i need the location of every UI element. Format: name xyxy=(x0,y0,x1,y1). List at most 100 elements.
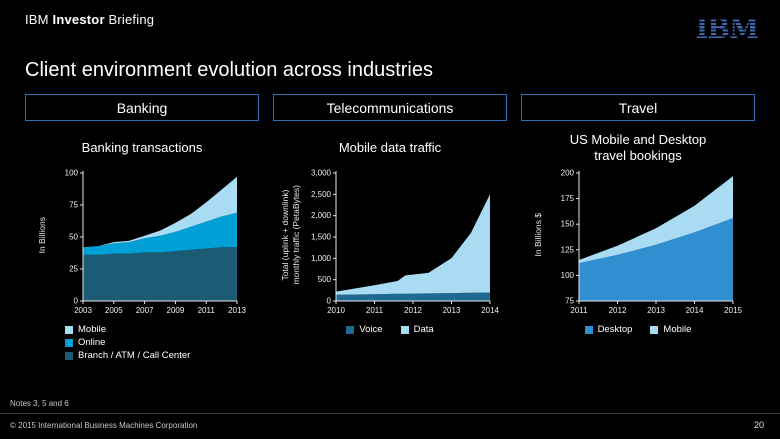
x-tick-label: 2013 xyxy=(228,306,246,315)
area-series-voice xyxy=(336,292,491,301)
mobile-data-chart-legend: Voice Data xyxy=(273,324,507,335)
area-series-mobile xyxy=(82,176,237,248)
charts-row: Banking transactions In Billions 0 25 50 75… xyxy=(0,121,780,361)
banking-chart-legend: Mobile Online Branch / ATM / Call Center xyxy=(25,324,259,361)
briefing-title-bold: Investor xyxy=(52,12,105,27)
y-tick-label: 500 xyxy=(318,275,332,284)
travel-chart-plot: 75 100 125 150 175 200 2011 2012 2013 2014 2015 xyxy=(545,167,743,317)
industry-box-telecommunications: Telecommunications xyxy=(273,94,507,121)
y-tick-label: 75 xyxy=(69,201,78,210)
banking-chart: In Billions 0 25 50 75 100 2003 2005 2007 2009 20… xyxy=(37,167,246,317)
industry-box-banking: Banking xyxy=(25,94,259,121)
footnotes: Notes 3, 5 and 6 xyxy=(10,399,69,408)
area-series-online xyxy=(82,212,237,255)
industry-box-travel: Travel xyxy=(521,94,755,121)
y-tick-label: 2,500 xyxy=(311,190,332,199)
x-tick-label: 2014 xyxy=(481,306,499,315)
mobile-data-chart-plot: 0 500 1,000 1,500 2,000 2,500 3,000 2010 2011 201… xyxy=(302,167,500,317)
travel-chart-column: US Mobile and Desktop travel bookings In… xyxy=(521,129,755,361)
x-tick-label: 2011 xyxy=(197,306,215,315)
legend-label: Mobile xyxy=(78,324,106,335)
x-tick-label: 2009 xyxy=(166,306,184,315)
mobile-data-traffic-svg: 0 500 1,000 1,500 2,000 2,500 3,000 2010 2011 201… xyxy=(311,169,499,316)
page-number: 20 xyxy=(753,420,764,430)
legend-label: Desktop xyxy=(597,324,633,335)
chart-title-banking: Banking transactions xyxy=(81,139,203,155)
banking-transactions-svg: 0 25 50 75 100 2003 2005 2007 2009 2011 2013 xyxy=(64,169,246,316)
y-tick-label: 1,500 xyxy=(311,233,332,242)
x-tick-label: 2011 xyxy=(366,306,384,315)
x-tick-label: 2014 xyxy=(685,306,703,315)
travel-chart-legend: Desktop Mobile xyxy=(521,324,755,335)
legend-label: Online xyxy=(78,337,106,348)
x-tick-label: 2012 xyxy=(608,306,626,315)
banking-chart-plot: 0 25 50 75 100 2003 2005 2007 2009 2011 2013 xyxy=(49,167,247,317)
x-tick-label: 2003 xyxy=(74,306,92,315)
legend-swatch xyxy=(650,325,659,334)
y-tick-label: 125 xyxy=(560,245,574,254)
y-tick-label: 1,000 xyxy=(311,254,332,263)
x-tick-label: 2011 xyxy=(570,306,588,315)
legend-swatch xyxy=(65,351,73,360)
y-tick-label: 175 xyxy=(560,194,574,203)
legend-item-data: Data xyxy=(400,324,434,335)
mobile-data-y-axis-label: Total (uplink + downlink) monthly traffi… xyxy=(279,185,301,285)
y-tick-label: 25 xyxy=(69,265,78,274)
industry-label: Travel xyxy=(618,99,658,116)
x-tick-label: 2013 xyxy=(647,306,665,315)
ibm-logo: IBM xyxy=(695,14,759,45)
page-title: Client environment evolution across indu… xyxy=(25,59,433,81)
legend-item-desktop: Desktop xyxy=(584,324,633,335)
x-tick-label: 2013 xyxy=(443,306,461,315)
x-tick-label: 2007 xyxy=(135,306,153,315)
legend-swatch xyxy=(346,325,355,334)
area-series-mobile xyxy=(578,176,733,264)
chart-title-travel-bookings: US Mobile and Desktop travel bookings xyxy=(569,131,707,163)
industry-label: Banking xyxy=(116,99,168,116)
travel-y-axis-label: In Billions $ xyxy=(533,213,544,257)
legend-swatch xyxy=(65,338,73,347)
copyright-text: © 2015 International Business Machines C… xyxy=(10,421,198,430)
legend-swatch xyxy=(584,325,593,334)
footer-divider xyxy=(0,413,780,414)
travel-bookings-chart: In Billions $ 75 100 125 150 175 200 2011 2012 2… xyxy=(533,167,742,317)
y-tick-label: 100 xyxy=(64,169,78,178)
y-tick-label: 0 xyxy=(327,297,332,306)
legend-item-mobile: Mobile xyxy=(650,324,691,335)
area-series-branch-atm-call-center xyxy=(82,247,237,301)
industry-header-row: Banking Telecommunications Travel xyxy=(0,94,780,121)
x-tick-label: 2012 xyxy=(404,306,422,315)
banking-chart-column: Banking transactions In Billions 0 25 50 75… xyxy=(25,129,259,361)
area-series-desktop xyxy=(578,218,733,301)
legend-label: Branch / ATM / Call Center xyxy=(78,350,191,361)
legend-item-mobile: Mobile xyxy=(65,324,106,335)
chart-title-mobile-data: Mobile data traffic xyxy=(338,139,442,155)
telecom-chart-column: Mobile data traffic Total (uplink + down… xyxy=(273,129,507,361)
y-tick-label: 100 xyxy=(560,271,574,280)
y-tick-label: 200 xyxy=(560,169,574,178)
area-series-data xyxy=(336,194,491,295)
legend-label: Mobile xyxy=(663,324,692,335)
y-tick-label: 75 xyxy=(565,297,574,306)
legend-item-branch-atm-call-center: Branch / ATM / Call Center xyxy=(65,350,190,361)
y-tick-label: 150 xyxy=(560,220,574,229)
y-tick-label: 0 xyxy=(73,297,78,306)
x-tick-label: 2015 xyxy=(724,306,742,315)
legend-swatch xyxy=(65,325,73,334)
legend-swatch xyxy=(400,325,409,334)
y-tick-label: 2,000 xyxy=(311,211,332,220)
us-travel-bookings-svg: 75 100 125 150 175 200 2011 2012 2013 2014 2015 xyxy=(560,169,742,316)
industry-label: Telecommunications xyxy=(326,99,454,116)
mobile-data-chart: Total (uplink + downlink) monthly traffi… xyxy=(280,167,500,317)
banking-y-axis-label: In Billions xyxy=(37,216,48,254)
x-tick-label: 2010 xyxy=(327,306,345,315)
briefing-title: IBM Investor Briefing xyxy=(25,12,154,27)
briefing-title-rest: Briefing xyxy=(108,12,155,27)
x-tick-label: 2005 xyxy=(104,306,122,315)
legend-item-online: Online xyxy=(65,337,105,348)
legend-item-voice: Voice xyxy=(346,324,383,335)
y-tick-label: 50 xyxy=(69,233,78,242)
y-tick-label: 3,000 xyxy=(311,169,332,178)
top-bar: IBM Investor Briefing IBM xyxy=(0,0,780,43)
